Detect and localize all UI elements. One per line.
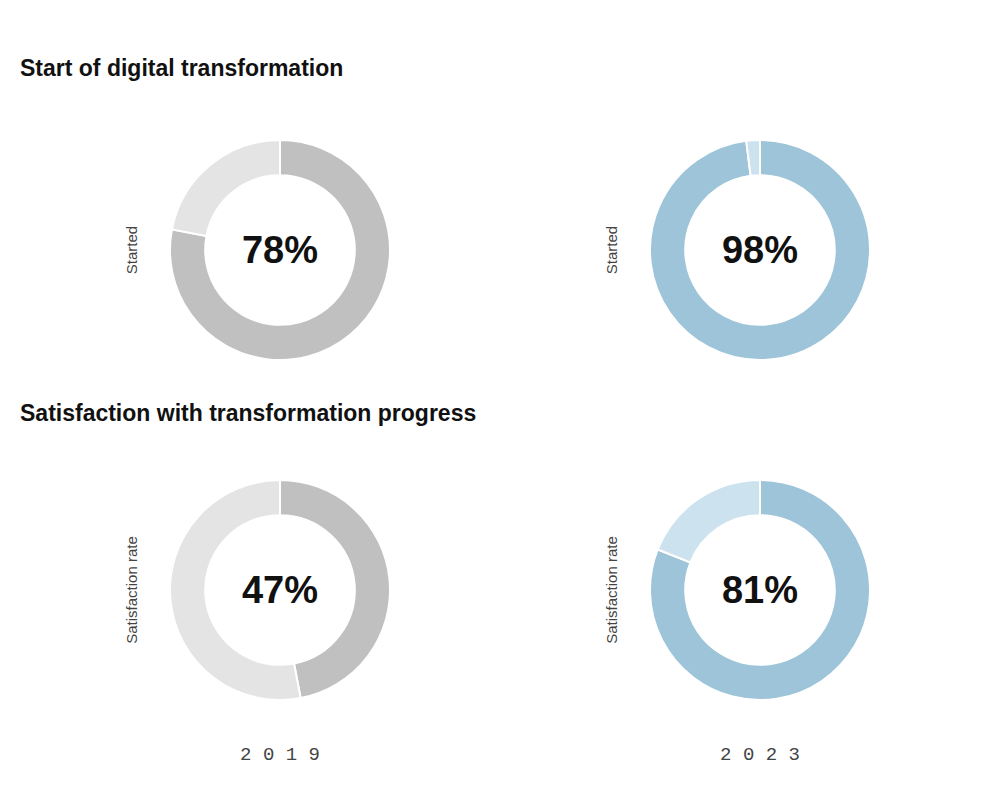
donut-slice — [172, 140, 280, 236]
side-label: Satisfaction rate — [603, 536, 620, 644]
center-label: 78% — [242, 229, 318, 271]
chart-canvas: 78% Started Start of digital transformatio… — [0, 0, 1000, 791]
donut-chart: 98% Started — [603, 140, 870, 360]
donut-slice — [650, 480, 870, 700]
side-label: Satisfaction rate — [123, 536, 140, 644]
chart-title: Satisfaction with transformation progres… — [20, 400, 476, 426]
side-label: Started — [603, 226, 620, 274]
center-label: 98% — [722, 229, 798, 271]
chart-title: Start of digital transformation — [20, 55, 343, 81]
side-label: Started — [123, 226, 140, 274]
center-label: 47% — [242, 569, 318, 611]
donut-chart: 78% Started — [123, 140, 390, 360]
donut-slice — [746, 140, 760, 176]
donut-slice — [650, 140, 870, 360]
donut-chart: 81% Satisfaction rate — [603, 480, 870, 700]
year-label: 2 0 1 9 — [240, 744, 320, 766]
center-label: 81% — [722, 569, 798, 611]
donut-slice — [170, 140, 390, 360]
donut-slice — [658, 480, 760, 562]
background — [0, 0, 1000, 791]
donut-chart: 47% Satisfaction rate — [123, 480, 390, 700]
year-label: 2 0 2 3 — [720, 744, 800, 766]
